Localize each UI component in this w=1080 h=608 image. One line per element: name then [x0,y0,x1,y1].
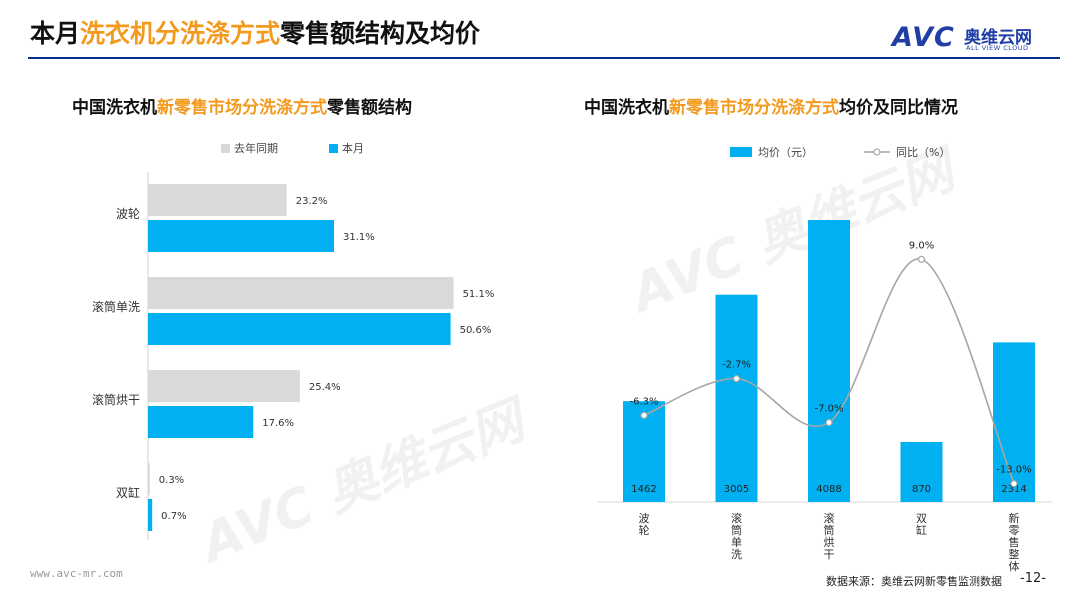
bar-last-year [148,463,150,495]
category-label: 滚筒烘干 [92,392,140,407]
data-label-price: 1462 [631,484,656,495]
legend-label-yoy: 同比（%） [896,146,950,159]
data-label-price: 4088 [816,484,841,495]
yoy-marker [917,255,926,263]
bar-this-month [148,313,451,345]
data-label: 17.6% [262,418,294,429]
bar-this-month [148,499,153,531]
bar-last-year [148,277,454,309]
avc-logo: AVC [892,22,955,53]
bar-avg-price [715,294,758,502]
legend-swatch-this-month [329,144,338,153]
data-label: 23.2% [296,196,328,207]
page-title: 本月洗衣机分洗涤方式零售额结构及均价 [30,19,481,48]
data-label: 0.7% [161,511,186,522]
brand-logo: AVC 奥维云网 ALL VIEW CLOUD [892,22,1062,54]
data-label: 51.1% [463,289,495,300]
data-label: 25.4% [309,382,341,393]
data-label-yoy: 9.0% [909,240,934,251]
yoy-marker [825,418,833,427]
yoy-marker [1010,480,1018,488]
category-label: 滚筒烘干 [824,511,835,561]
data-label-yoy: -6.3% [629,396,658,407]
legend-swatch-last-year [221,144,230,153]
category-label: 波轮 [116,207,140,221]
bar-this-month [148,220,334,252]
bar-last-year [148,184,287,216]
bar-avg-price [900,441,943,502]
page-number: -12- [1020,571,1046,586]
category-label: 滚筒单洗 [731,511,742,561]
data-label-price: 3005 [724,484,749,495]
data-label-yoy: -2.7% [722,360,751,371]
footer-url[interactable]: www.avc-mr.com [30,567,123,580]
data-label: 50.6% [460,325,492,336]
category-label: 双缸 [116,485,140,500]
legend-swatch-avg-price [730,147,752,157]
data-label-yoy: -7.0% [814,404,843,415]
data-source-note: 数据来源：奥维云网新零售监测数据 [826,575,1002,588]
data-label-price: 870 [912,484,931,495]
data-label: 0.3% [159,475,184,486]
bar-avg-price [993,342,1035,502]
legend-label-this-month: 本月 [342,141,364,155]
category-label: 新零售整体 [1009,511,1020,573]
legend-label-avg-price: 均价（元） [758,146,813,159]
category-label: 双缸 [916,512,927,537]
brand-name-en: ALL VIEW CLOUD [966,44,1029,52]
yoy-marker [640,411,648,419]
right-chart-title: 中国洗衣机新零售市场分洗涤方式均价及同比情况 [584,98,958,118]
yoy-line [643,258,1015,485]
legend-label-last-year: 去年同期 [234,141,278,155]
data-label-price: 2314 [1001,484,1026,495]
data-label: 31.1% [343,232,375,243]
data-label-yoy: -13.0% [996,465,1031,476]
bar-this-month [148,406,254,438]
bar-avg-price [808,220,850,502]
left-chart-title: 中国洗衣机新零售市场分洗涤方式零售额结构 [72,98,412,118]
yoy-marker [732,375,741,383]
brand-name-cn: 奥维云网 [964,28,1032,48]
header-rule [28,57,1060,59]
category-label: 滚筒单洗 [92,299,140,314]
bar-last-year [148,370,300,402]
category-label: 波轮 [639,512,650,537]
legend-marker-yoy [873,148,881,156]
